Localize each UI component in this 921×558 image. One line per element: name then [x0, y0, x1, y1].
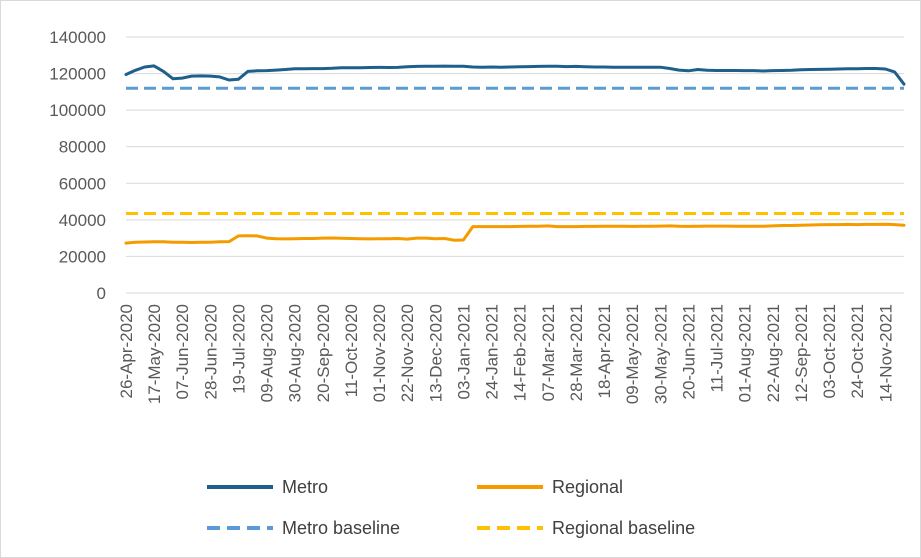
y-tick-label: 100000 [49, 101, 106, 120]
y-tick-label: 140000 [49, 28, 106, 47]
y-tick-label: 0 [97, 284, 106, 303]
legend-label: Metro baseline [282, 518, 400, 538]
x-tick-label: 09-May-2021 [623, 304, 642, 404]
x-tick-label: 11-Oct-2020 [342, 304, 361, 397]
y-tick-label: 80000 [59, 138, 106, 157]
x-tick-label: 09-Aug-2020 [258, 304, 277, 402]
x-axis-tick-labels: 26-Apr-2020 17-May-2020 07-Jun-2020 28-Jun-… [117, 304, 895, 404]
x-tick-label: 28-Jun-2020 [201, 304, 220, 399]
y-tick-label: 120000 [49, 65, 106, 84]
x-tick-label: 12-Sep-2021 [792, 304, 811, 402]
x-tick-label: 03-Jan-2021 [454, 304, 473, 399]
series-lines [124, 64, 906, 245]
x-tick-label: 13-Dec-2020 [426, 304, 445, 402]
y-tick-label: 20000 [59, 247, 106, 266]
x-tick-label: 28-Mar-2021 [567, 304, 586, 401]
x-tick-label: 20-Jun-2021 [679, 304, 698, 399]
x-tick-label: 24-Jan-2021 [483, 304, 502, 399]
y-tick-label: 40000 [59, 211, 106, 230]
y-tick-label: 60000 [59, 174, 106, 193]
x-tick-label: 19-Jul-2020 [229, 304, 248, 394]
x-tick-label: 07-Jun-2020 [173, 304, 192, 399]
series-line-metro [124, 64, 906, 86]
x-tick-label: 30-Aug-2020 [286, 304, 305, 402]
x-tick-label: 26-Apr-2020 [117, 304, 136, 399]
x-tick-label: 11-Jul-2021 [708, 304, 727, 393]
x-tick-label: 03-Oct-2021 [820, 304, 839, 399]
x-tick-label: 22-Nov-2020 [398, 304, 417, 402]
x-tick-label: 22-Aug-2021 [764, 304, 783, 402]
x-tick-label: 18-Apr-2021 [595, 304, 614, 399]
x-tick-label: 20-Sep-2020 [314, 304, 333, 402]
legend: Metro Regional Metro baseline Regional base… [207, 477, 695, 538]
y-axis-tick-labels: 0 20000 40000 60000 80000 100000 120000 140000 [49, 28, 106, 303]
x-tick-label: 17-May-2020 [145, 304, 164, 404]
series-line-regional [124, 222, 906, 245]
gridlines [126, 36, 904, 257]
x-tick-label: 24-Oct-2021 [848, 304, 867, 399]
legend-label: Regional baseline [552, 518, 695, 538]
x-tick-label: 14-Nov-2021 [876, 304, 895, 402]
legend-label: Regional [552, 477, 623, 497]
x-tick-label: 30-May-2021 [651, 304, 670, 404]
x-tick-label: 07-Mar-2021 [539, 304, 558, 401]
legend-label: Metro [282, 477, 328, 497]
x-tick-label: 01-Aug-2021 [736, 304, 755, 402]
x-tick-label: 01-Nov-2020 [370, 304, 389, 402]
x-tick-label: 14-Feb-2021 [511, 304, 530, 401]
